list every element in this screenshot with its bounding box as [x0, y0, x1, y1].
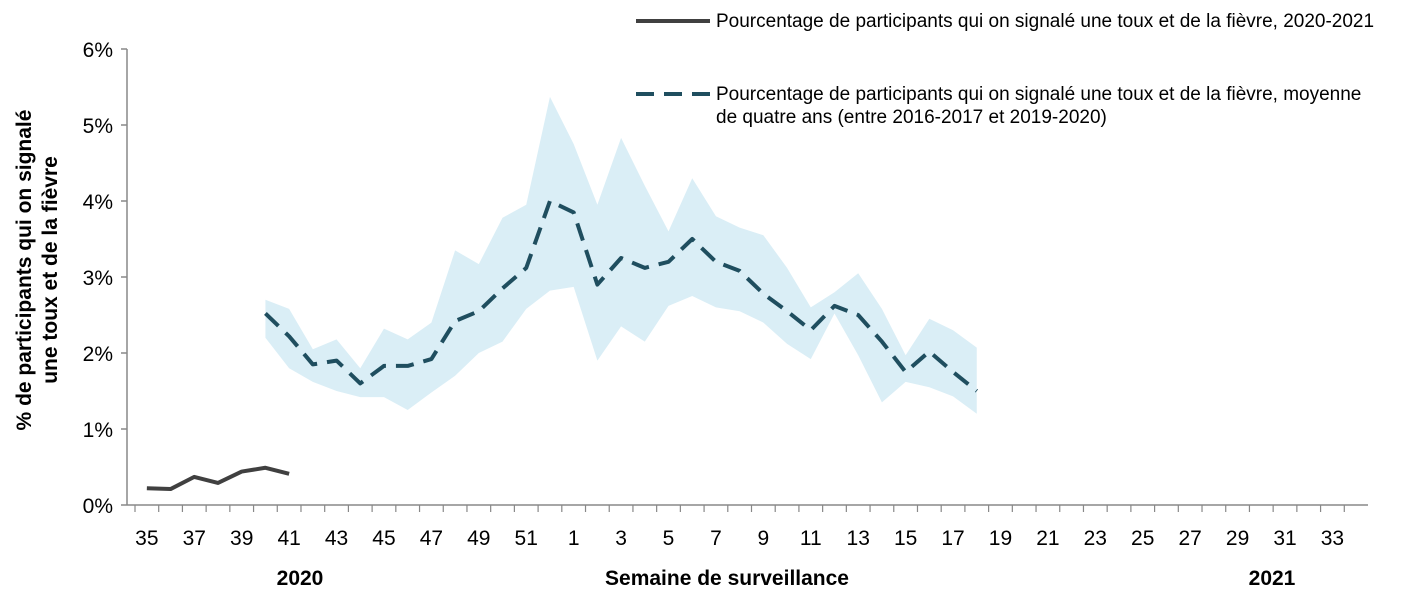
x-tick-label: 51 — [515, 527, 538, 550]
range-band — [265, 96, 977, 414]
x-tick-label: 47 — [420, 527, 443, 550]
legend-label: Pourcentage de participants qui on signa… — [716, 84, 1362, 128]
legend-entry: Pourcentage de participants qui on signa… — [636, 10, 1386, 34]
x-tick-label: 35 — [135, 527, 158, 550]
x-tick-label: 33 — [1321, 527, 1344, 550]
x-tick-label: 13 — [847, 527, 870, 550]
y-tick-label: 5% — [83, 115, 113, 138]
y-axis-title: % de participants qui on signalé une toux… — [13, 110, 62, 431]
x-tick-label: 19 — [989, 527, 1012, 550]
x-tick-label: 37 — [183, 527, 206, 550]
x-group-label: 2021 — [1249, 567, 1296, 590]
y-tick-label: 6% — [83, 39, 113, 62]
x-tick-label: 21 — [1036, 527, 1059, 550]
x-tick-label: 43 — [325, 527, 348, 550]
y-tick-label: 3% — [83, 267, 113, 290]
x-tick-label: 17 — [941, 527, 964, 550]
x-tick-label: 5 — [663, 527, 675, 550]
y-axis-title-line: % de participants qui on signalé — [13, 110, 36, 431]
x-tick-label: 11 — [800, 527, 822, 550]
x-tick-label: 39 — [230, 527, 253, 550]
x-tick-label: 27 — [1178, 527, 1201, 550]
x-tick-label: 29 — [1226, 527, 1249, 550]
x-tick-label: 45 — [372, 527, 395, 550]
x-tick-label: 3 — [615, 527, 627, 550]
y-tick-label: 2% — [83, 343, 113, 366]
x-tick-label: 7 — [710, 527, 722, 550]
y-tick-label: 0% — [83, 495, 113, 518]
x-tick-label: 31 — [1273, 527, 1296, 550]
x-axis-title: Semaine de surveillance — [605, 567, 849, 590]
x-tick-label: 9 — [758, 527, 770, 550]
x-tick-label: 1 — [568, 527, 580, 550]
y-tick-label: 1% — [83, 419, 113, 442]
legend-swatch — [636, 19, 710, 23]
x-tick-label: 23 — [1084, 527, 1107, 550]
legend-label: Pourcentage de participants qui on signa… — [716, 11, 1375, 32]
x-tick-label: 25 — [1131, 527, 1154, 550]
x-tick-label: 49 — [467, 527, 490, 550]
series-line — [146, 465, 290, 492]
x-tick-label: 15 — [894, 527, 917, 550]
x-group-label: 2020 — [277, 567, 324, 590]
y-axis-title-line: une toux et de la fièvre — [39, 156, 62, 384]
series-line — [264, 199, 979, 393]
x-tick-label: 41 — [277, 527, 300, 550]
y-tick-label: 4% — [83, 191, 113, 214]
legend-entry: Pourcentage de participants qui on signa… — [636, 83, 1386, 129]
legend-swatch — [636, 92, 710, 96]
